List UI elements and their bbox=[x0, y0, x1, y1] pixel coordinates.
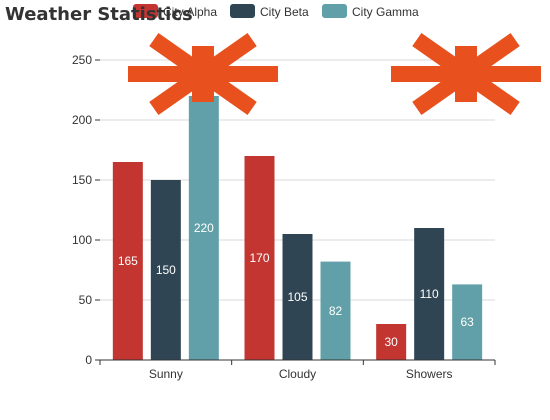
x-tick-label-sunny: Sunny bbox=[149, 367, 183, 381]
legend-label-city-alpha: City Alpha bbox=[163, 5, 217, 19]
legend-label-city-beta: City Beta bbox=[260, 5, 309, 19]
bar-label-city-gamma-cloudy: 82 bbox=[329, 304, 343, 318]
bar-city-alpha-showers[interactable] bbox=[376, 324, 407, 360]
asterisk-arm bbox=[412, 33, 520, 115]
bar-city-beta-showers[interactable] bbox=[414, 228, 445, 360]
bar-labels-layer: 165 150 220 170 105 82 30 110 63 bbox=[118, 221, 474, 349]
bar-label-city-beta-cloudy: 105 bbox=[287, 290, 307, 304]
bar-city-alpha-sunny[interactable] bbox=[112, 162, 143, 360]
legend-item-city-alpha[interactable]: City Alpha bbox=[133, 4, 217, 19]
bar-label-city-gamma-showers: 63 bbox=[460, 315, 474, 329]
bar-label-city-beta-showers: 110 bbox=[420, 287, 439, 301]
y-tick-label-200: 200 bbox=[72, 113, 92, 127]
legend-item-city-beta[interactable]: City Beta bbox=[230, 4, 309, 19]
bar-city-gamma-showers[interactable] bbox=[452, 284, 483, 360]
bar-label-city-gamma-sunny: 220 bbox=[194, 221, 214, 235]
bars-layer bbox=[112, 96, 483, 360]
bar-city-beta-sunny[interactable] bbox=[150, 180, 181, 360]
chart-title: Weather Statistics bbox=[5, 4, 193, 25]
asterisk-icon-showers bbox=[391, 33, 541, 115]
bar-city-alpha-cloudy[interactable] bbox=[244, 156, 275, 360]
bar-label-city-alpha-showers: 30 bbox=[384, 335, 398, 349]
legend-item-city-gamma[interactable]: City Gamma bbox=[322, 4, 419, 19]
x-tick-label-cloudy: Cloudy bbox=[279, 367, 316, 381]
bar-label-city-alpha-cloudy: 170 bbox=[249, 251, 269, 265]
axis-layer: 0 50 100 150 200 250 Sunny Cloudy Showers bbox=[72, 53, 496, 381]
bar-label-city-alpha-sunny: 165 bbox=[118, 254, 138, 268]
y-tick-label-150: 150 bbox=[72, 173, 92, 187]
y-tick-label-100: 100 bbox=[72, 233, 92, 247]
mark-points-layer bbox=[127, 33, 541, 115]
y-tick-label-50: 50 bbox=[79, 293, 93, 307]
y-tick-label-250: 250 bbox=[72, 53, 92, 67]
y-tick-label-0: 0 bbox=[85, 353, 92, 367]
asterisk-icon-sunny bbox=[127, 33, 278, 115]
bar-city-gamma-cloudy[interactable] bbox=[320, 261, 351, 360]
legend: City Alpha City Beta City Gamma bbox=[133, 4, 419, 19]
legend-swatch-city-gamma bbox=[322, 4, 347, 18]
bar-city-beta-cloudy[interactable] bbox=[282, 234, 313, 360]
bar-label-city-beta-sunny: 150 bbox=[156, 263, 176, 277]
x-tick-label-showers: Showers bbox=[406, 367, 453, 381]
asterisk-arm bbox=[149, 33, 257, 115]
bar-city-gamma-sunny[interactable] bbox=[188, 96, 219, 360]
legend-label-city-gamma: City Gamma bbox=[352, 5, 419, 19]
legend-swatch-city-beta bbox=[230, 4, 255, 18]
legend-swatch-city-alpha bbox=[133, 4, 158, 18]
